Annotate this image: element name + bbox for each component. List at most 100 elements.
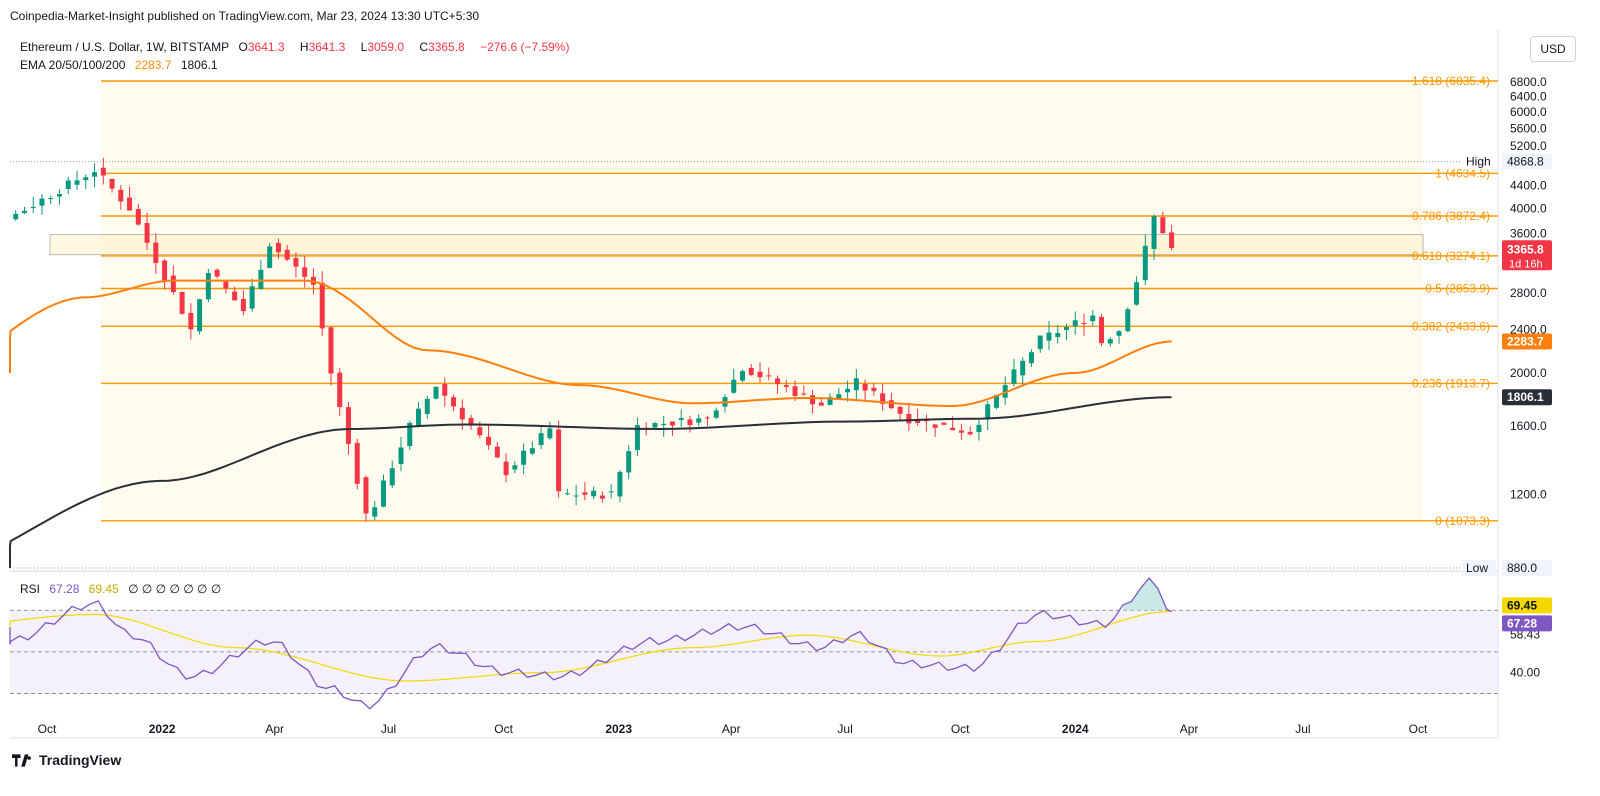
- time-label-2022: 2022: [149, 722, 176, 736]
- rsi-line: [9, 577, 1172, 710]
- candle: [836, 387, 842, 400]
- candle-body: [267, 246, 273, 268]
- candle: [223, 280, 229, 294]
- candle-body: [214, 269, 220, 277]
- candle-body: [1142, 245, 1148, 281]
- low-label: Low: [1466, 561, 1488, 575]
- candle-body: [661, 423, 667, 426]
- rsi-tick-40.00: 40.00: [1510, 666, 1540, 680]
- candle: [775, 375, 781, 394]
- candle-body: [888, 400, 894, 409]
- candle: [1090, 310, 1096, 326]
- candle: [915, 408, 921, 426]
- fib-zone: [101, 81, 1423, 521]
- candle: [424, 395, 430, 419]
- candle: [153, 233, 159, 274]
- candle-body: [678, 418, 684, 420]
- ema-legend[interactable]: EMA 20/50/100/200 2283.7 1806.1: [20, 58, 224, 72]
- candle: [1002, 376, 1008, 405]
- candle: [766, 367, 772, 381]
- price-tick-4000.0: 4000.0: [1510, 201, 1547, 215]
- rsi-badge-bg: [1502, 615, 1552, 632]
- candle-body: [538, 433, 544, 446]
- candle: [810, 389, 816, 414]
- time-label-jul: Jul: [1295, 722, 1310, 736]
- candle-body: [74, 180, 80, 185]
- candle-body: [818, 402, 824, 406]
- candle: [696, 413, 702, 427]
- high-value-bg: [1502, 153, 1552, 170]
- rsi-legend[interactable]: RSI 67.28 69.45 ∅ ∅ ∅ ∅ ∅ ∅ ∅: [20, 582, 227, 596]
- candle-body: [372, 507, 378, 517]
- candle-body: [967, 431, 973, 435]
- candle-body: [380, 480, 386, 507]
- open-value: O3641.3: [238, 40, 285, 54]
- candle-body: [731, 379, 737, 393]
- candle-body: [319, 282, 325, 329]
- last-price-bg: [1502, 240, 1552, 271]
- rsi-ma-badge-bg: [1502, 597, 1552, 614]
- low-value-bg: [1502, 560, 1552, 576]
- ema200-badge-bg: [1502, 389, 1552, 406]
- last-price-countdown: 1d 16h: [1509, 258, 1543, 270]
- candle: [1169, 224, 1175, 251]
- candle-body: [451, 397, 457, 407]
- candle-body: [906, 413, 912, 424]
- candle-body: [1134, 282, 1140, 305]
- candle-body: [328, 327, 334, 374]
- candle-body: [21, 210, 27, 214]
- candle: [599, 491, 605, 503]
- candle-body: [845, 388, 851, 393]
- candle: [1099, 313, 1105, 347]
- candle: [188, 303, 194, 340]
- candle: [1125, 307, 1131, 333]
- candle: [783, 379, 789, 393]
- candle-body: [713, 410, 719, 418]
- candle-body: [275, 242, 281, 253]
- candle: [556, 420, 562, 498]
- candle: [57, 189, 63, 205]
- tradingview-logo[interactable]: TradingView: [12, 752, 121, 768]
- candle-body: [704, 417, 710, 419]
- candle: [1107, 337, 1113, 347]
- candle-body: [1107, 339, 1113, 344]
- range-box: [49, 234, 1424, 256]
- price-tick-5200.0: 5200.0: [1510, 139, 1547, 153]
- candle-body: [582, 492, 588, 495]
- time-label-apr: Apr: [265, 722, 284, 736]
- candle-body: [512, 465, 518, 470]
- candle: [293, 252, 299, 278]
- candle: [538, 426, 544, 450]
- candle-body: [564, 493, 570, 495]
- candle-body: [1063, 326, 1069, 331]
- candle-body: [398, 447, 404, 465]
- candle: [48, 195, 54, 205]
- candle: [871, 382, 877, 396]
- candle-body: [687, 419, 693, 426]
- candle: [319, 271, 325, 337]
- candle-body: [249, 286, 255, 309]
- candle-body: [433, 386, 439, 399]
- candle-body: [1169, 232, 1175, 248]
- price-tick-2800.0: 2800.0: [1510, 286, 1547, 300]
- candle: [1037, 335, 1043, 353]
- currency-button[interactable]: USD: [1530, 36, 1576, 62]
- candle-body: [494, 446, 500, 458]
- fib-label-0.786: 0.786 (3872.4): [1412, 209, 1490, 223]
- candle-body: [783, 384, 789, 387]
- candle-body: [1160, 217, 1166, 234]
- candle: [993, 394, 999, 410]
- candle-body: [486, 436, 492, 446]
- price-tick-1600.0: 1600.0: [1510, 419, 1547, 433]
- candle-body: [652, 423, 658, 428]
- candles: [13, 157, 1175, 522]
- candle-body: [39, 198, 45, 206]
- symbol-title[interactable]: Ethereum / U.S. Dollar, 1W, BITSTAMP: [20, 40, 230, 54]
- candle-body: [503, 461, 509, 476]
- candle-body: [1099, 316, 1105, 344]
- time-label-oct: Oct: [38, 722, 57, 736]
- candle: [74, 170, 80, 191]
- candle: [21, 206, 27, 214]
- time-label-2023: 2023: [605, 722, 632, 736]
